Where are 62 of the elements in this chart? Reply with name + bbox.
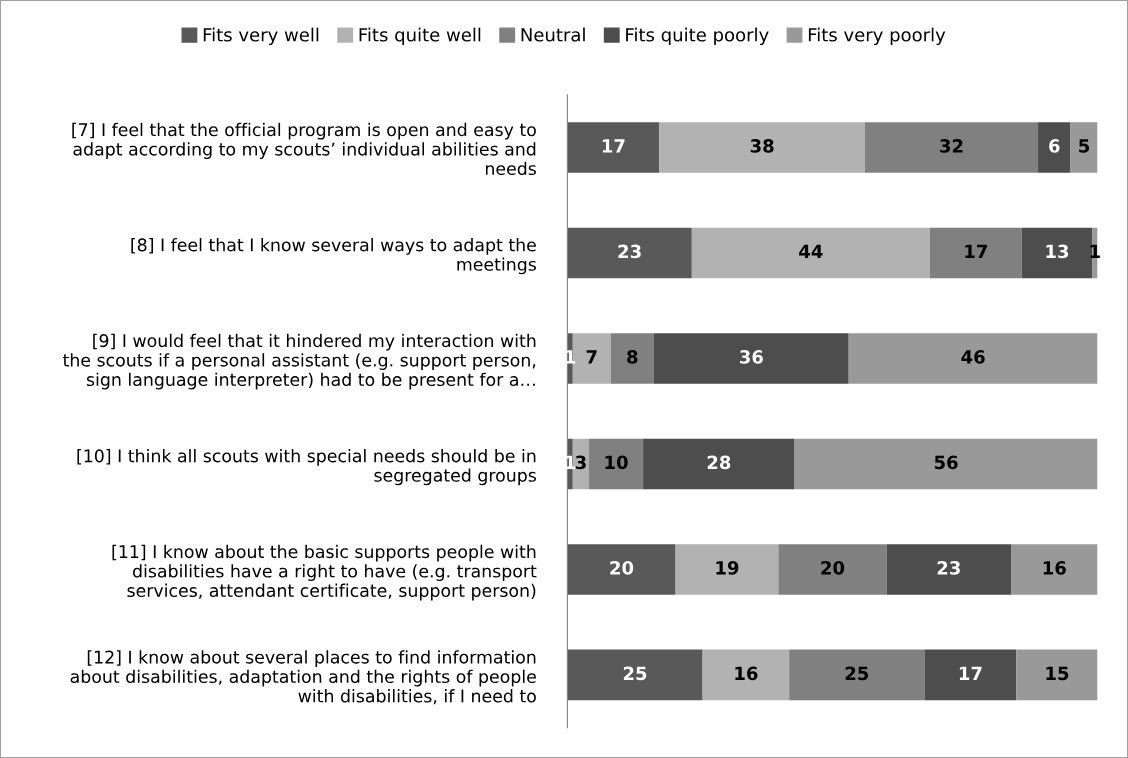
bar xyxy=(789,649,925,701)
legend-label: Neutral xyxy=(521,27,585,42)
bar xyxy=(929,227,1022,279)
data-label: 19 xyxy=(716,561,739,575)
data-label: 20 xyxy=(821,561,845,575)
y-tick-label: [12] I know about several places to find information about disabilities, adaptation and the rights of people with disabilities, if I need to xyxy=(70,650,536,705)
y-tick-label: [9] I would feel that it hindered my interaction with the scouts if a personal assistant (e.g. support person, sign language interpreter) had to be present for a… xyxy=(63,333,536,390)
bar xyxy=(610,333,654,384)
data-label: 28 xyxy=(707,455,731,470)
legend-label: Fits quite well xyxy=(359,27,481,46)
legend-label: Fits very well xyxy=(203,27,319,46)
bar xyxy=(1016,649,1098,701)
bar xyxy=(794,438,1098,490)
data-label: 15 xyxy=(1046,666,1069,681)
legend-label: Fits very poorly xyxy=(808,27,946,46)
bar xyxy=(778,544,887,595)
data-label: 17 xyxy=(965,244,987,258)
data-label: 38 xyxy=(750,139,774,153)
bar xyxy=(567,544,676,595)
data-label: 46 xyxy=(961,350,985,364)
bar xyxy=(864,122,1039,173)
bar xyxy=(691,227,930,279)
data-label: 5 xyxy=(1079,139,1090,153)
data-label: 25 xyxy=(845,666,869,681)
bar xyxy=(1010,544,1098,595)
bar xyxy=(567,122,660,173)
data-label: 17 xyxy=(959,666,982,680)
data-label: 36 xyxy=(739,350,763,364)
bar xyxy=(675,544,779,595)
data-label: 44 xyxy=(799,244,823,258)
bar xyxy=(653,333,849,384)
data-label: 16 xyxy=(1043,561,1066,575)
data-label: 3 xyxy=(575,455,586,470)
data-label: 16 xyxy=(735,666,758,681)
bar xyxy=(1038,122,1071,173)
data-label: 23 xyxy=(618,244,641,259)
bar xyxy=(886,544,1011,595)
data-label: 8 xyxy=(627,350,638,364)
bar xyxy=(589,438,644,490)
data-label: 7 xyxy=(586,350,597,364)
y-tick-label: [7] I feel that the official program is open and easy to adapt according to my scouts’ individual abilities and needs xyxy=(72,122,536,176)
data-label: 32 xyxy=(940,139,963,153)
legend-label: Fits quite poorly xyxy=(626,27,769,46)
data-label: 56 xyxy=(934,455,958,470)
y-tick-label: [10] I think all scouts with special needs should be in segregated groups xyxy=(77,448,536,486)
bar xyxy=(643,438,795,490)
data-label: 6 xyxy=(1049,139,1060,153)
bar xyxy=(1070,122,1098,173)
y-tick-label: [11] I know about the basic supports people with disabilities have a right to have (e.g. transport services, attendant certificate, support person) xyxy=(112,544,537,601)
bar xyxy=(659,122,865,173)
data-label: 23 xyxy=(937,561,960,575)
bar xyxy=(848,333,1098,384)
y-tick-label: [8] I feel that I know several ways to adapt the meetings xyxy=(131,237,536,275)
data-label: 20 xyxy=(610,561,634,575)
data-label: 10 xyxy=(605,455,628,470)
bar xyxy=(567,649,703,701)
data-label: 13 xyxy=(1046,244,1069,259)
bar xyxy=(702,649,790,701)
data-label: 17 xyxy=(602,139,625,153)
bar xyxy=(567,227,692,279)
data-label: 25 xyxy=(623,666,647,681)
bar xyxy=(924,649,1017,701)
